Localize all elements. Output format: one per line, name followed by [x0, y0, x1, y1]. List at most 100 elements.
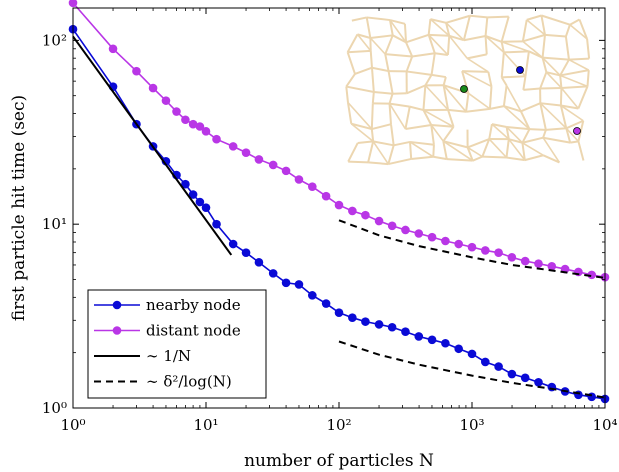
- network-edge: [347, 142, 359, 163]
- network-edge: [447, 109, 455, 128]
- network-edge: [428, 33, 450, 37]
- network-edge: [528, 50, 543, 59]
- network-edge: [546, 71, 561, 77]
- network-edge: [501, 41, 530, 53]
- network-edge: [544, 33, 566, 38]
- data-point: [387, 221, 397, 231]
- data-point: [494, 362, 503, 371]
- network-edge: [346, 85, 375, 93]
- network-edge: [489, 105, 505, 110]
- network-edge: [559, 69, 589, 77]
- network-edge: [541, 57, 548, 73]
- network-edge: [467, 53, 487, 60]
- network-edge: [500, 41, 505, 53]
- network-edge: [481, 138, 491, 157]
- network-edge: [406, 70, 432, 76]
- network-edge: [387, 145, 395, 165]
- legend-marker: [112, 326, 122, 335]
- data-point: [587, 392, 596, 402]
- x-tick-label: 10³: [459, 416, 484, 434]
- network-edge: [446, 35, 451, 56]
- y-tick-label: 10²: [42, 31, 67, 49]
- network-edge: [565, 127, 580, 142]
- network-edge: [404, 106, 411, 130]
- network-edge: [488, 86, 493, 109]
- network-edge: [500, 16, 510, 43]
- data-point: [188, 190, 198, 199]
- network-edge: [505, 139, 510, 158]
- series-line-2: [72, 35, 233, 256]
- data-point: [454, 344, 463, 354]
- network-edge: [526, 14, 542, 21]
- x-tick-label: 10⁰: [60, 416, 85, 434]
- network-edge: [385, 53, 413, 58]
- network-edge: [505, 85, 522, 112]
- data-point: [172, 107, 181, 116]
- network-edge: [520, 110, 531, 130]
- network-edge: [559, 59, 570, 76]
- network-edge: [577, 141, 585, 161]
- network-edge: [351, 16, 367, 22]
- data-point: [181, 115, 190, 125]
- network-edge: [368, 161, 389, 166]
- inset-node-source: [460, 85, 468, 93]
- network-edge: [521, 142, 544, 156]
- network-edge: [442, 76, 447, 86]
- network-edge: [569, 24, 588, 40]
- network-edge: [540, 15, 546, 36]
- network-edge: [427, 34, 436, 54]
- data-point: [387, 322, 397, 332]
- network-edge: [443, 84, 467, 113]
- legend: nearby node distant node ∼ 1/N ∼ δ²/log(N): [87, 289, 267, 399]
- network-edge: [465, 107, 491, 113]
- data-point: [212, 219, 221, 229]
- data-point: [188, 119, 198, 129]
- network-edge: [542, 56, 570, 61]
- network-edge: [387, 70, 394, 94]
- data-point: [374, 216, 384, 226]
- network-edge: [350, 123, 374, 143]
- network-edge: [347, 101, 373, 130]
- data-point: [401, 327, 410, 337]
- network-edge: [559, 75, 563, 89]
- network-edge: [442, 140, 448, 160]
- network-edge: [523, 87, 541, 91]
- network-edge: [389, 19, 406, 25]
- network-edge: [373, 90, 393, 95]
- y-tick-label: 10¹: [42, 215, 67, 233]
- data-point: [294, 175, 304, 184]
- network-edge: [411, 155, 434, 160]
- data-point: [308, 291, 317, 300]
- network-edge: [403, 23, 408, 43]
- network-edge: [508, 138, 526, 161]
- inset-node-nearby: [516, 66, 524, 74]
- network-edge: [542, 154, 560, 164]
- data-point: [507, 253, 517, 262]
- network-edge: [561, 85, 588, 89]
- network-edge: [570, 140, 579, 144]
- legend-label: nearby node: [146, 296, 241, 314]
- data-point: [132, 66, 141, 76]
- network-edge: [526, 19, 546, 36]
- network-edge: [389, 19, 407, 43]
- network-edge: [372, 140, 394, 147]
- network-edge: [351, 122, 373, 131]
- data-point: [195, 122, 205, 131]
- network-edge: [485, 35, 502, 43]
- network-edge: [508, 138, 523, 144]
- network-edge: [346, 51, 356, 75]
- data-point: [481, 246, 490, 255]
- data-point: [348, 313, 357, 322]
- network-edge: [488, 138, 508, 159]
- network-edge: [367, 141, 375, 163]
- x-tick-label: 10⁴: [592, 416, 617, 434]
- axes-layer: 10⁰ 10¹ 10² 10³ 10⁴ 10⁰ 10¹ 10²: [42, 7, 618, 434]
- data-point: [494, 248, 503, 257]
- network-edge: [423, 109, 454, 128]
- network-edge: [366, 16, 391, 22]
- network-edge: [448, 34, 465, 42]
- network-edge: [545, 127, 567, 131]
- network-edge: [540, 86, 562, 90]
- network-edge: [542, 137, 561, 163]
